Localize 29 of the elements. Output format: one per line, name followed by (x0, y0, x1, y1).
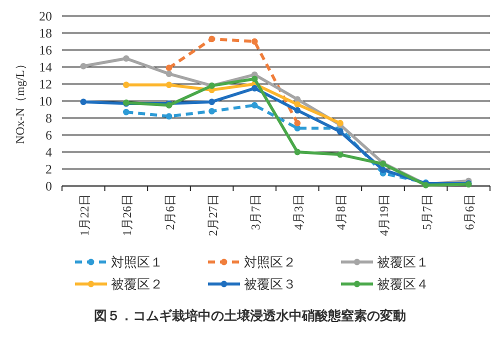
y-tick-label: 8 (46, 110, 52, 126)
y-tick-label: 0 (46, 178, 52, 194)
y-tick-label: 2 (46, 162, 52, 177)
legend-label: 被覆区３ (244, 276, 296, 292)
x-tick-label: 4月19日 (377, 194, 391, 236)
y-tick-label: 6 (46, 128, 52, 143)
y-tick-label: 18 (39, 26, 52, 41)
legend-label: 対照区１ (111, 254, 163, 270)
x-tick-label: 6月6日 (462, 194, 477, 230)
legend-label: 被覆区１ (377, 254, 429, 270)
y-tick-label: 12 (39, 76, 52, 92)
x-tick-label: 1月26日 (120, 194, 134, 236)
y-tick-label: 14 (39, 60, 52, 75)
y-tick-label: 10 (39, 94, 52, 109)
x-tick-label: 2月27日 (206, 194, 220, 236)
y-axis-title: NOx-N（mg/L） (13, 58, 27, 144)
y-tick-label: 20 (39, 8, 52, 24)
x-tick-label: 3月7日 (248, 194, 263, 230)
x-tick-label: 1月22日 (77, 194, 92, 236)
y-tick-label: 4 (46, 144, 52, 160)
x-tick-label: 4月3日 (291, 194, 306, 230)
y-tick-label: 16 (39, 42, 52, 58)
x-tick-label: 5月7日 (420, 194, 434, 230)
legend-label: 被覆区４ (377, 276, 429, 292)
x-tick-label: 2月6日 (163, 194, 177, 230)
text: 図５．コムギ栽培中の土壌浸透水中硝酸態窒素の変動 (94, 308, 406, 324)
x-tick-label: 4月8日 (334, 194, 348, 230)
legend-label: 対照区２ (244, 254, 296, 270)
legend-label: 被覆区２ (111, 276, 163, 292)
